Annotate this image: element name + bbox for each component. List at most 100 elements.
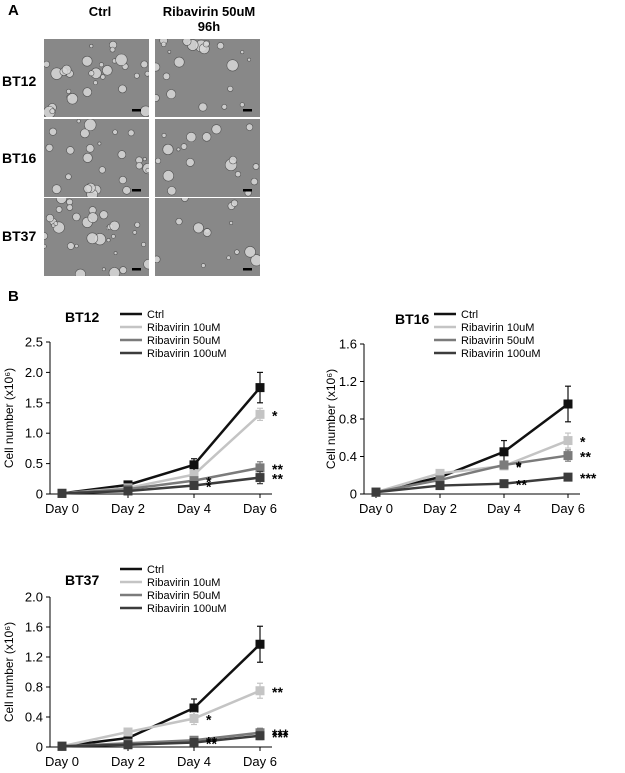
cell-cluster — [45, 213, 54, 223]
significance-annotation: *** — [580, 470, 597, 486]
cell-cluster — [118, 175, 127, 185]
legend-label: Ribavirin 100uM — [147, 603, 226, 615]
data-point — [255, 639, 265, 649]
significance-annotation: ** — [272, 461, 283, 477]
significance-annotation: * — [580, 434, 586, 450]
cell-cluster — [234, 171, 242, 178]
cell-cluster — [108, 267, 121, 276]
scale-bar — [132, 189, 141, 192]
cell-cluster — [84, 119, 97, 132]
data-point — [255, 473, 265, 483]
data-point — [371, 487, 381, 497]
y-tick-label: 1.5 — [25, 395, 43, 410]
cell-cluster — [162, 170, 174, 182]
data-point — [563, 436, 573, 446]
legend-label: Ribavirin 100uM — [147, 348, 226, 360]
cell-cluster — [106, 238, 111, 243]
x-tick-label: Day 0 — [359, 501, 393, 515]
panel-a-letter: A — [8, 2, 19, 19]
data-point — [563, 472, 573, 482]
data-point — [563, 451, 573, 461]
legend-label: Ribavirin 50uM — [147, 335, 220, 347]
cell-cluster — [112, 129, 118, 135]
cell-cluster — [122, 186, 131, 195]
series-line — [61, 734, 261, 748]
data-point — [123, 740, 133, 750]
legend-label: Ctrl — [461, 309, 478, 321]
data-point — [123, 486, 133, 496]
data-point — [499, 460, 509, 470]
cell-cluster — [140, 105, 149, 117]
data-point — [499, 479, 509, 489]
data-point — [255, 731, 265, 741]
data-point — [563, 399, 573, 409]
cell-cluster — [185, 158, 195, 167]
cell-cluster — [99, 210, 109, 220]
x-tick-label: Day 2 — [111, 501, 145, 515]
cell-cluster — [133, 72, 140, 79]
cell-cluster — [118, 84, 127, 94]
cell-cluster — [66, 146, 75, 155]
data-point — [189, 460, 199, 470]
column-header-ctrl: Ctrl — [88, 4, 112, 19]
legend-label: Ctrl — [147, 564, 164, 576]
cell-cluster — [85, 144, 95, 153]
cell-cluster — [155, 94, 160, 102]
data-point — [189, 480, 199, 490]
legend-label: Ribavirin 10uM — [147, 322, 220, 334]
series-line — [375, 402, 569, 494]
cell-cluster — [119, 266, 127, 274]
y-tick-label: 0.8 — [339, 412, 357, 427]
significance-annotation: ** — [580, 449, 591, 465]
data-point — [255, 686, 265, 696]
cell-cluster — [83, 184, 93, 194]
cell-cluster — [132, 230, 137, 235]
y-tick-label: 1.6 — [339, 337, 357, 352]
cell-cluster — [162, 72, 171, 80]
data-point — [189, 476, 199, 486]
cell-cluster — [176, 147, 181, 152]
cell-cluster — [74, 268, 86, 276]
cell-cluster — [167, 50, 172, 54]
x-tick-label: Day 4 — [487, 501, 521, 515]
significance-annotation: * — [516, 458, 522, 474]
y-tick-label: 0.4 — [25, 710, 43, 725]
cell-cluster — [113, 251, 118, 256]
cell-cluster — [74, 243, 79, 249]
cell-cluster — [140, 60, 149, 69]
cell-cluster — [115, 53, 128, 66]
cell-cluster — [97, 141, 102, 146]
cell-cluster — [145, 167, 149, 173]
cell-cluster — [155, 62, 161, 72]
cell-cluster — [65, 173, 72, 180]
y-tick-label: 0.4 — [339, 449, 357, 464]
cell-cluster — [252, 163, 260, 170]
y-axis-label: Cell number (x10⁶) — [2, 368, 16, 468]
y-tick-label: 1.0 — [25, 426, 43, 441]
y-tick-label: 2.5 — [25, 335, 43, 350]
series-line — [375, 439, 569, 494]
cell-cluster — [247, 57, 252, 62]
significance-annotation: * — [516, 459, 522, 475]
cell-cluster — [55, 198, 68, 204]
column-header-duration: 96h — [197, 19, 221, 34]
cell-cluster — [230, 199, 239, 207]
significance-annotation: ** — [206, 733, 217, 749]
cell-cluster — [88, 70, 95, 77]
cell-cluster — [142, 157, 147, 162]
x-tick-label: Day 4 — [177, 754, 211, 769]
x-tick-label: Day 6 — [551, 501, 585, 515]
data-point — [255, 409, 265, 419]
cell-cluster — [80, 128, 90, 139]
y-tick-label: 2.0 — [25, 590, 43, 605]
data-point — [123, 727, 133, 737]
cell-cluster — [227, 85, 234, 92]
cell-cluster — [211, 124, 222, 135]
row-label-bt12: BT12 — [2, 73, 37, 89]
cell-cluster — [135, 162, 143, 170]
significance-annotation: *** — [272, 726, 289, 742]
data-point — [255, 383, 265, 393]
data-point — [123, 733, 133, 743]
cell-cluster — [180, 143, 188, 150]
cell-cluster — [161, 41, 167, 47]
